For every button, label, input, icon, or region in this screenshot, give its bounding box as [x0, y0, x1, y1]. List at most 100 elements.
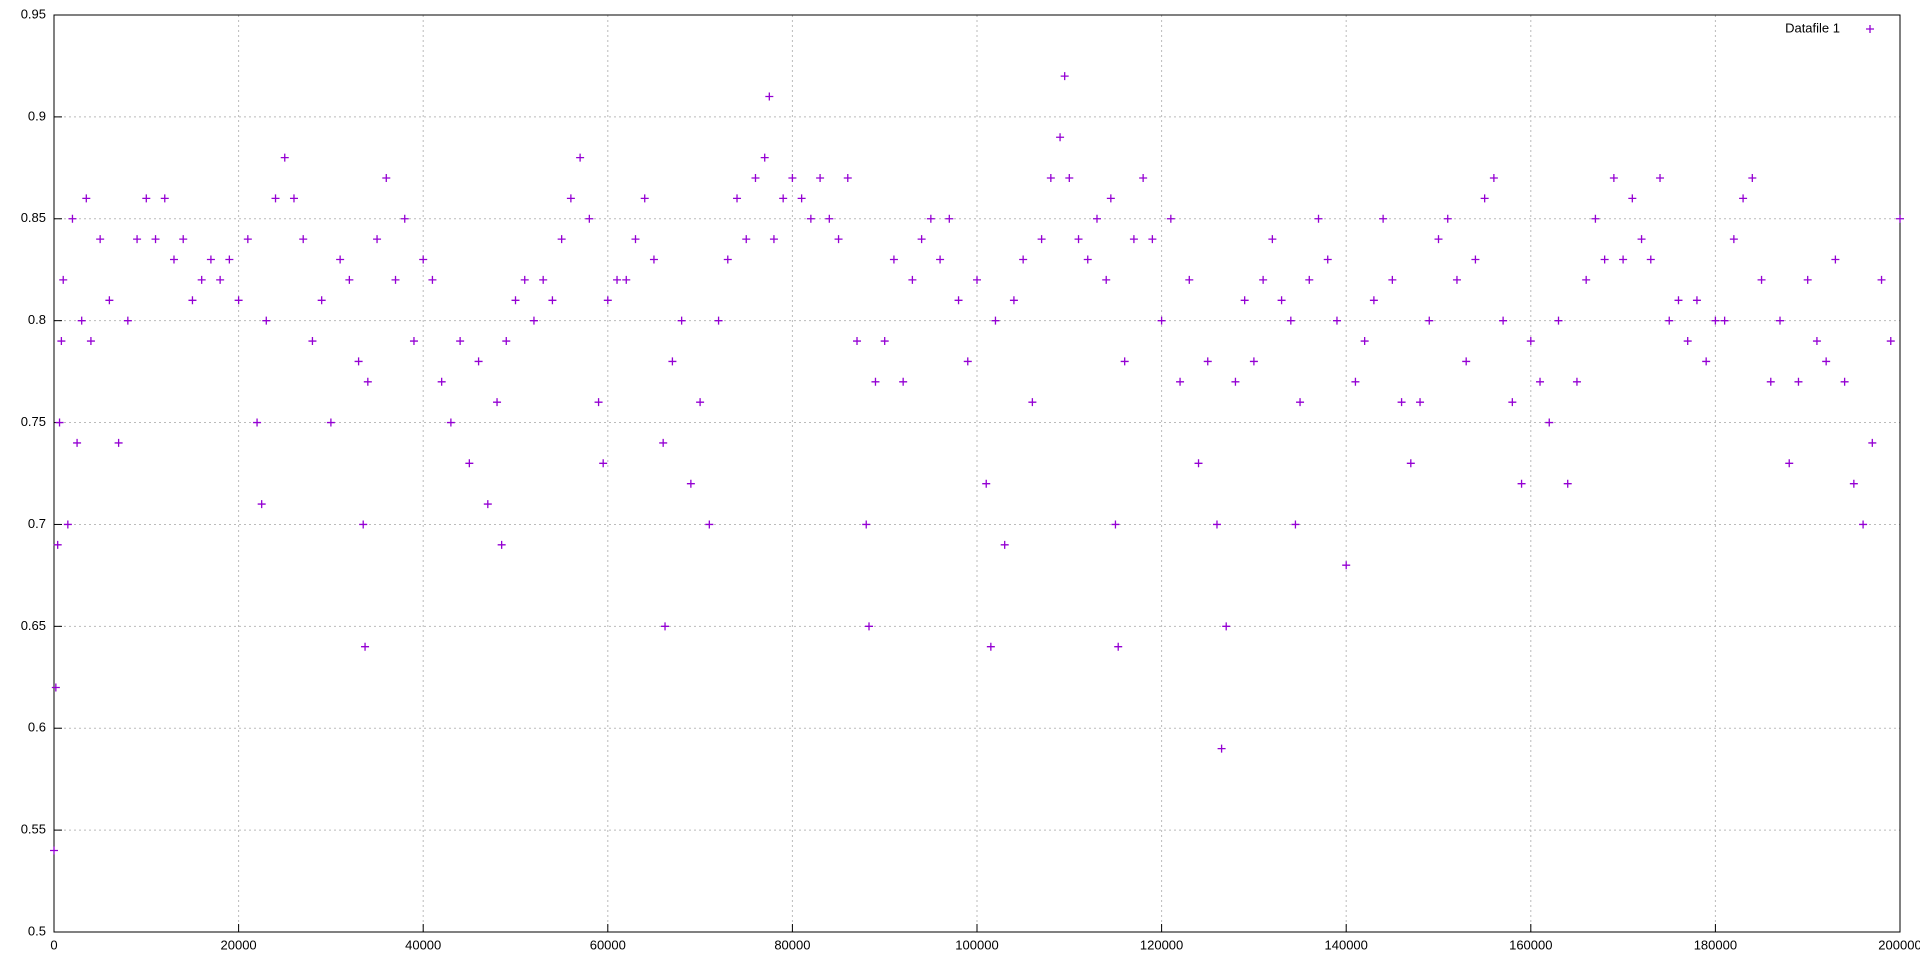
point [299, 235, 308, 244]
point [1406, 459, 1415, 468]
point [53, 540, 62, 549]
point [326, 418, 335, 427]
point [179, 235, 188, 244]
point [51, 683, 60, 692]
point [649, 255, 658, 264]
point [1877, 275, 1886, 284]
point [428, 275, 437, 284]
legend-label: Datafile 1 [1785, 20, 1840, 35]
point [705, 520, 714, 529]
point [1554, 316, 1563, 325]
point [1222, 622, 1231, 631]
point [1217, 744, 1226, 753]
point [936, 255, 945, 264]
point [1388, 275, 1397, 284]
point [197, 275, 206, 284]
point [1000, 540, 1009, 549]
point [1268, 235, 1277, 244]
point [502, 337, 511, 346]
point [1139, 174, 1148, 183]
point [1536, 377, 1545, 386]
point [1572, 377, 1581, 386]
point [631, 235, 640, 244]
point [1803, 275, 1812, 284]
point [1249, 357, 1258, 366]
point [733, 194, 742, 203]
point [1711, 316, 1720, 325]
point [400, 214, 409, 223]
point [765, 92, 774, 101]
point [825, 214, 834, 223]
point [359, 520, 368, 529]
point [548, 296, 557, 305]
point [465, 459, 474, 468]
point [599, 459, 608, 468]
point [1609, 174, 1618, 183]
point [963, 357, 972, 366]
x-tick-label: 180000 [1694, 937, 1737, 952]
point [289, 194, 298, 203]
point [1471, 255, 1480, 264]
point [1332, 316, 1341, 325]
point [1009, 296, 1018, 305]
point [982, 479, 991, 488]
x-tick-label: 20000 [221, 937, 257, 952]
point [1462, 357, 1471, 366]
x-tick-label: 100000 [955, 937, 998, 952]
x-tick-label: 0 [50, 937, 57, 952]
y-tick-label: 0.55 [21, 822, 46, 837]
point [160, 194, 169, 203]
point [585, 214, 594, 223]
point [926, 214, 935, 223]
point [1692, 296, 1701, 305]
point [1674, 296, 1683, 305]
point [557, 235, 566, 244]
point [1157, 316, 1166, 325]
point [723, 255, 732, 264]
point [1286, 316, 1295, 325]
point [1628, 194, 1637, 203]
point [613, 275, 622, 284]
point [908, 275, 917, 284]
point [262, 316, 271, 325]
point [1120, 357, 1129, 366]
point [1563, 479, 1572, 488]
point [640, 194, 649, 203]
point [409, 337, 418, 346]
point [991, 316, 1000, 325]
point [1056, 133, 1065, 142]
point [806, 214, 815, 223]
point [1046, 174, 1055, 183]
point [419, 255, 428, 264]
point [1037, 235, 1046, 244]
point [1065, 174, 1074, 183]
point [1499, 316, 1508, 325]
point [566, 194, 575, 203]
point [853, 337, 862, 346]
point [1397, 398, 1406, 407]
point [1886, 337, 1895, 346]
point [1028, 398, 1037, 407]
point [696, 398, 705, 407]
point [1296, 398, 1305, 407]
point [769, 235, 778, 244]
point [336, 255, 345, 264]
point [271, 194, 280, 203]
point [954, 296, 963, 305]
point [345, 275, 354, 284]
plot-border [53, 14, 1901, 933]
point [1425, 316, 1434, 325]
point [1619, 255, 1628, 264]
point [243, 235, 252, 244]
point [986, 642, 995, 651]
point [361, 642, 370, 651]
point [843, 174, 852, 183]
point [50, 846, 58, 855]
y-tick-label: 0.65 [21, 618, 46, 633]
point [82, 194, 91, 203]
point [659, 438, 668, 447]
point [1748, 174, 1757, 183]
point [253, 418, 262, 427]
point [1060, 72, 1069, 81]
point [520, 275, 529, 284]
